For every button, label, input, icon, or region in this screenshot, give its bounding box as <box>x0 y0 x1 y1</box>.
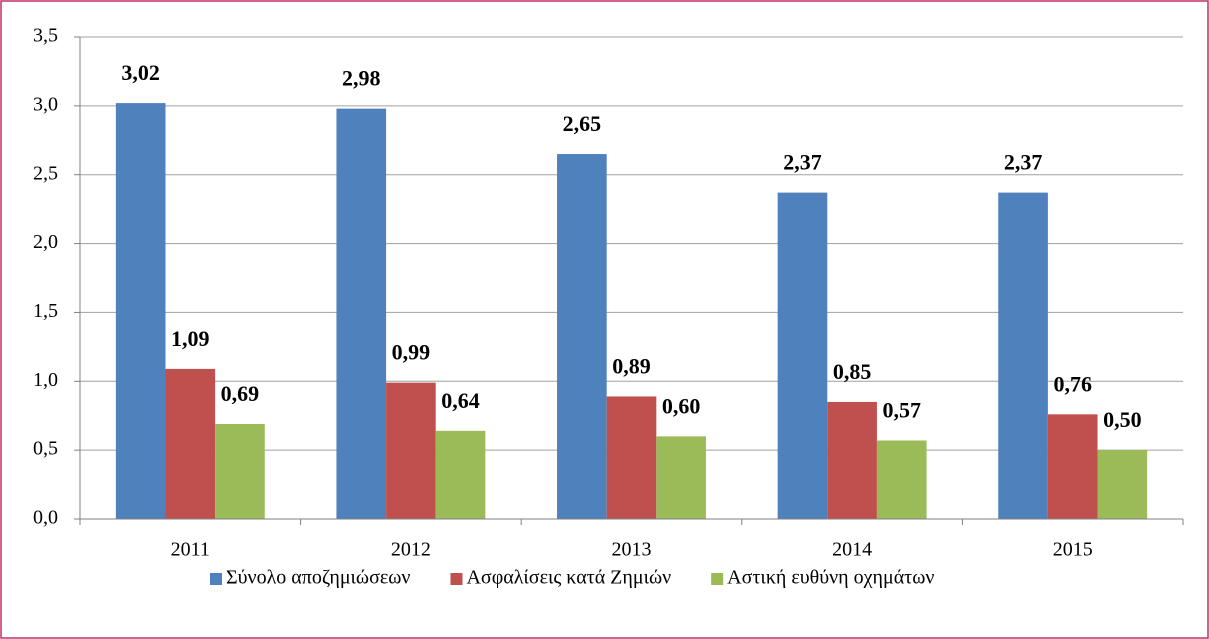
y-tick-label: 1,5 <box>33 300 58 322</box>
x-tick-label: 2014 <box>832 539 872 561</box>
bar <box>656 436 706 519</box>
bar <box>115 103 166 520</box>
x-tick-label: 2012 <box>391 539 431 561</box>
bar <box>876 440 927 519</box>
bar <box>1097 450 1148 519</box>
bar <box>1047 414 1098 519</box>
legend-label: Σύνολο αποζημιώσεων <box>226 567 410 589</box>
y-tick-label: 0,5 <box>33 438 58 460</box>
y-tick-label: 1,0 <box>33 369 58 391</box>
legend-label: Αστική ευθύνη οχημάτων <box>727 567 934 589</box>
bar <box>165 368 216 519</box>
y-tick-label: 3,0 <box>33 93 58 115</box>
y-tick-label: 3,5 <box>33 25 58 47</box>
value-label: 2,98 <box>342 66 381 91</box>
legend-swatch <box>711 573 724 585</box>
value-label: 0,57 <box>882 398 921 423</box>
legend-label: Ασφαλίσεις κατά Ζημιών <box>466 567 671 589</box>
bar <box>827 401 877 519</box>
legend-swatch <box>210 573 222 585</box>
x-tick-label: 2015 <box>1053 539 1093 561</box>
x-tick-label: 2011 <box>171 539 210 561</box>
value-label: 0,99 <box>392 340 431 365</box>
value-label: 0,85 <box>833 359 872 384</box>
value-label: 3,02 <box>121 60 160 85</box>
bar <box>386 382 436 519</box>
value-label: 0,60 <box>662 393 701 418</box>
value-label: 1,09 <box>171 326 210 351</box>
value-label: 2,37 <box>783 150 822 175</box>
x-tick-label: 2013 <box>612 539 652 561</box>
bar <box>435 430 486 519</box>
bar <box>606 396 657 519</box>
value-label: 2,37 <box>1004 150 1043 175</box>
value-label: 0,64 <box>441 388 480 413</box>
value-label: 0,89 <box>612 353 651 378</box>
bar <box>998 192 1048 520</box>
value-label: 0,69 <box>221 381 260 406</box>
value-label: 0,50 <box>1103 407 1142 432</box>
y-tick-label: 0,0 <box>33 507 58 529</box>
bar <box>215 423 265 519</box>
value-label: 0,76 <box>1053 371 1092 396</box>
legend-swatch <box>450 573 463 585</box>
bar <box>336 108 387 520</box>
y-tick-label: 2,5 <box>33 162 58 184</box>
y-tick-label: 2,0 <box>33 231 58 253</box>
bar <box>777 192 828 520</box>
value-label: 2,65 <box>563 111 602 136</box>
bar <box>557 154 607 520</box>
